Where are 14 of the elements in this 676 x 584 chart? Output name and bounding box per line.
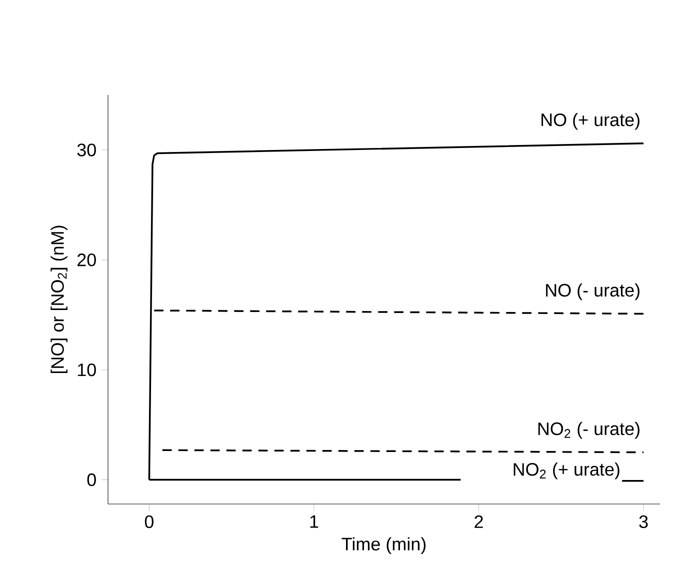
y-tick-label: 30 bbox=[77, 144, 96, 156]
x-tick-label: 0 bbox=[144, 515, 154, 528]
x-tick-label: 1 bbox=[310, 515, 318, 528]
series-label: NO$_{2}$ (+ urate) bbox=[514, 462, 620, 480]
y-axis-title: [NO] or [NO$_{2}$] (nM) bbox=[50, 226, 68, 374]
series-label: NO$_{2}$ (- urate) bbox=[538, 422, 640, 439]
y-tick-label: 10 bbox=[78, 363, 96, 376]
y-tick-label: 20 bbox=[78, 254, 96, 266]
y-tick-label: 0 bbox=[87, 473, 96, 486]
x-axis-title: Time (min) bbox=[342, 537, 426, 554]
x-tick-label: 3 bbox=[639, 515, 648, 528]
series-label: NO (- urate) bbox=[546, 283, 640, 300]
series-label: NO (+ urate) bbox=[542, 112, 640, 130]
x-tick-label: 2 bbox=[474, 515, 483, 528]
